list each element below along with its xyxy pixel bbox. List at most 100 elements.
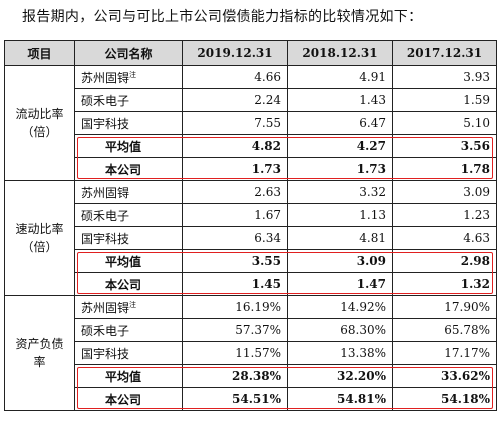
value-cell: 54.51% (182, 387, 288, 411)
value-cell: 4.27 (287, 134, 393, 158)
header-company: 公司名称 (74, 40, 183, 66)
company-cell: 苏州固锝注 (74, 65, 183, 89)
value-cell: 4.82 (182, 134, 288, 158)
footnote-mark: 注 (129, 70, 137, 79)
table-row: 硕禾电子 2.24 1.43 1.59 (5, 88, 497, 112)
value-cell: 1.13 (287, 203, 393, 227)
value-cell: 1.59 (392, 88, 497, 112)
value-cell: 3.93 (392, 65, 497, 89)
company-name: 平均值 (105, 369, 142, 384)
value-cell: 1.73 (287, 157, 393, 181)
company-cell: 国宇科技 (74, 111, 183, 135)
value-cell: 7.55 (182, 111, 288, 135)
value-cell: 65.78% (392, 318, 497, 342)
company-name: 苏州固锝 (81, 300, 130, 315)
table-row: 硕禾电子 57.37% 68.30% 65.78% (5, 318, 497, 342)
company-name: 国宇科技 (81, 346, 130, 361)
header-row: 项目 公司名称 2019.12.31 2018.12.31 2017.12.31 (4, 40, 497, 66)
value-cell: 54.81% (287, 387, 393, 411)
value-cell: 16.19% (182, 295, 288, 319)
company-name: 本公司 (105, 162, 142, 177)
metric-name-line: 资产负债率 (15, 337, 64, 369)
value-cell: 28.38% (182, 364, 288, 388)
company-name: 硕禾电子 (81, 208, 130, 223)
company-cell: 硕禾电子 (74, 203, 183, 227)
value-cell: 17.90% (392, 295, 497, 319)
value-cell: 1.73 (182, 157, 288, 181)
company-name: 平均值 (105, 254, 142, 269)
highlight-row: 本公司 1.45 1.47 1.32 (5, 272, 497, 296)
metric-name-line: 速动比率 (15, 222, 64, 236)
company-cell: 本公司 (74, 387, 183, 411)
metric-name: 速动比率 （倍） (4, 180, 75, 296)
table-row: 国宇科技 11.57% 13.38% 17.17% (5, 341, 497, 365)
value-cell: 13.38% (287, 341, 393, 365)
metric-name: 资产负债率 (4, 295, 75, 411)
value-cell: 3.55 (182, 249, 288, 273)
value-cell: 4.81 (287, 226, 393, 250)
company-name: 本公司 (105, 392, 142, 407)
header-2018: 2018.12.31 (287, 40, 393, 66)
value-cell: 1.47 (287, 272, 393, 296)
metric-name-line: （倍） (21, 125, 58, 139)
company-cell: 平均值 (74, 364, 183, 388)
company-cell: 国宇科技 (74, 226, 183, 250)
solvency-comparison-table: 项目 公司名称 2019.12.31 2018.12.31 2017.12.31… (4, 40, 497, 411)
value-cell: 1.67 (182, 203, 288, 227)
value-cell: 32.20% (287, 364, 393, 388)
value-cell: 2.24 (182, 88, 288, 112)
company-name: 苏州固锝 (81, 70, 130, 85)
value-cell: 5.10 (392, 111, 497, 135)
value-cell: 3.56 (392, 134, 497, 158)
table-row: 国宇科技 6.34 4.81 4.63 (5, 226, 497, 250)
highlight-row: 平均值 3.55 3.09 2.98 (5, 249, 497, 273)
value-cell: 3.09 (392, 180, 497, 204)
value-cell: 68.30% (287, 318, 393, 342)
value-cell: 11.57% (182, 341, 288, 365)
company-name: 苏州固锝 (81, 185, 130, 200)
company-name: 硕禾电子 (81, 323, 130, 338)
company-cell: 本公司 (74, 272, 183, 296)
table-row: 资产负债率 苏州固锝注 16.19% 14.92% 17.90% (4, 295, 497, 411)
value-cell: 4.63 (392, 226, 497, 250)
company-cell: 苏州固锝 (74, 180, 183, 204)
table-row: 国宇科技 7.55 6.47 5.10 (5, 111, 497, 135)
value-cell: 6.34 (182, 226, 288, 250)
table-row: 速动比率 （倍） 苏州固锝 2.63 3.32 3.09 (4, 180, 497, 296)
metric-name: 流动比率 （倍） (4, 65, 75, 181)
highlight-row: 本公司 54.51% 54.81% 54.18% (5, 387, 497, 411)
header-2017: 2017.12.31 (392, 40, 497, 66)
company-name: 国宇科技 (81, 231, 130, 246)
value-cell: 3.32 (287, 180, 393, 204)
company-cell: 硕禾电子 (74, 88, 183, 112)
value-cell: 1.32 (392, 272, 497, 296)
company-name: 本公司 (105, 277, 142, 292)
value-cell: 6.47 (287, 111, 393, 135)
footnote-mark: 注 (129, 300, 137, 309)
header-item: 项目 (4, 40, 75, 66)
company-cell: 本公司 (74, 157, 183, 181)
metric-name-line: （倍） (21, 240, 58, 254)
value-cell: 14.92% (287, 295, 393, 319)
metric-name-line: 流动比率 (15, 107, 64, 121)
value-cell: 1.23 (392, 203, 497, 227)
company-cell: 平均值 (74, 249, 183, 273)
header-2019: 2019.12.31 (182, 40, 288, 66)
highlight-row: 平均值 4.82 4.27 3.56 (5, 134, 497, 158)
value-cell: 4.66 (182, 65, 288, 89)
value-cell: 2.63 (182, 180, 288, 204)
value-cell: 3.09 (287, 249, 393, 273)
company-cell: 国宇科技 (74, 341, 183, 365)
company-name: 平均值 (105, 139, 142, 154)
value-cell: 57.37% (182, 318, 288, 342)
intro-text: 报告期内，公司与可比上市公司偿债能力指标的比较情况如下： (22, 9, 423, 25)
company-cell: 平均值 (74, 134, 183, 158)
highlight-row: 平均值 28.38% 32.20% 33.62% (5, 364, 497, 388)
value-cell: 2.98 (392, 249, 497, 273)
highlight-row: 本公司 1.73 1.73 1.78 (5, 157, 497, 181)
value-cell: 54.18% (392, 387, 497, 411)
table-row: 硕禾电子 1.67 1.13 1.23 (5, 203, 497, 227)
value-cell: 1.43 (287, 88, 393, 112)
value-cell: 4.91 (287, 65, 393, 89)
value-cell: 1.45 (182, 272, 288, 296)
